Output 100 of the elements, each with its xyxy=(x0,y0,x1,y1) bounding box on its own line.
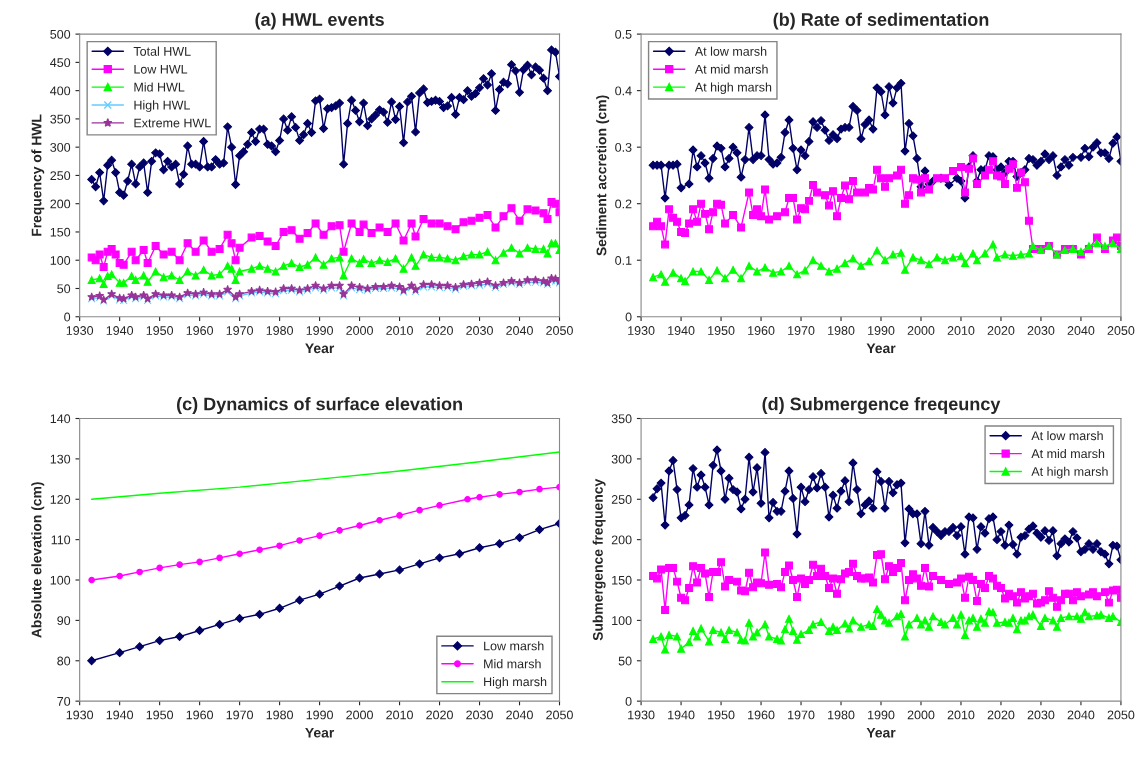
y-tick-label: 200 xyxy=(611,535,632,545)
x-tick-label: 2000 xyxy=(907,326,935,335)
x-tick-label: 1940 xyxy=(106,326,134,335)
x-tick-label: 1960 xyxy=(186,710,214,720)
x-tick-label: 1970 xyxy=(788,710,815,720)
legend-label: At high marsh xyxy=(694,82,772,95)
legend-label: Low HWL xyxy=(134,64,188,74)
y-tick-label: 0.3 xyxy=(615,142,632,152)
x-tick-label: 2030 xyxy=(466,326,493,335)
x-tick-label: 2050 xyxy=(546,710,573,720)
x-tick-label: 2010 xyxy=(947,710,975,720)
y-tick-label: 0.1 xyxy=(615,256,632,265)
x-tick-label: 2000 xyxy=(346,710,373,720)
y-axis-title: Absolute elevation (cm) xyxy=(31,482,45,638)
y-tick-label: 100 xyxy=(612,616,632,626)
x-tick-label: 2010 xyxy=(386,326,413,335)
x-axis-title: Year xyxy=(866,343,896,354)
legend-label: At low marsh xyxy=(1031,431,1103,441)
x-tick-label: 2050 xyxy=(1107,710,1135,720)
x-tick-label: 1930 xyxy=(66,326,94,335)
legend-label: Mid HWL xyxy=(134,82,185,92)
x-tick-label: 1970 xyxy=(226,710,254,720)
legend-label: Mid marsh xyxy=(484,659,541,669)
x-tick-label: 1970 xyxy=(226,326,254,335)
x-tick-label: 1980 xyxy=(828,710,855,720)
x-tick-label: 2000 xyxy=(346,326,373,335)
x-tick-label: 1980 xyxy=(266,326,294,335)
x-tick-label: 2020 xyxy=(987,326,1015,335)
legend-label: At low marsh xyxy=(694,46,767,56)
x-tick-label: 2010 xyxy=(386,710,413,720)
x-tick-label: 1930 xyxy=(628,710,655,720)
x-tick-label: 1950 xyxy=(708,326,735,335)
legend-label: Extreme HWL xyxy=(134,118,211,128)
y-tick-label: 100 xyxy=(50,575,71,585)
y-tick-label: 0.5 xyxy=(615,29,632,39)
y-tick-label: 450 xyxy=(50,58,71,68)
x-axis-title: Year xyxy=(305,727,335,738)
y-tick-label: 400 xyxy=(50,86,71,96)
x-tick-label: 1990 xyxy=(868,710,895,720)
y-tick-label: 50 xyxy=(57,284,71,294)
y-tick-label: 140 xyxy=(50,414,71,424)
x-tick-label: 2020 xyxy=(426,326,453,335)
x-tick-label: 2050 xyxy=(1107,326,1135,335)
legend-label: High HWL xyxy=(134,100,190,112)
y-tick-label: 0 xyxy=(64,312,71,322)
legend-label: At mid marsh xyxy=(1031,448,1105,459)
y-tick-label: 120 xyxy=(50,495,71,504)
y-tick-label: 150 xyxy=(612,575,632,585)
chart-title: (d) Submergence freqeuncy xyxy=(762,397,1001,414)
y-tick-label: 150 xyxy=(50,227,71,237)
legend-label: Low marsh xyxy=(484,641,544,651)
x-tick-label: 1960 xyxy=(748,710,775,720)
x-tick-label: 1950 xyxy=(146,710,174,720)
y-tick-label: 250 xyxy=(50,171,71,181)
chart-title: (c) Dynamics of surface elevation xyxy=(177,397,462,414)
x-tick-label: 2040 xyxy=(1067,326,1095,335)
y-tick-label: 0 xyxy=(625,696,632,706)
y-tick-label: 300 xyxy=(50,142,71,152)
x-tick-label: 1960 xyxy=(186,326,214,335)
chart-title: (b) Rate of sedimentation xyxy=(773,12,989,30)
x-tick-label: 2030 xyxy=(1027,710,1055,720)
legend-label: High marsh xyxy=(484,677,547,689)
x-tick-label: 1990 xyxy=(306,710,333,720)
y-tick-label: 250 xyxy=(611,495,632,504)
y-tick-label: 100 xyxy=(50,256,71,265)
y-tick-label: 50 xyxy=(618,656,632,666)
x-tick-label: 1930 xyxy=(628,326,655,335)
legend-label: Total HWL xyxy=(133,46,191,56)
y-tick-label: 500 xyxy=(50,29,71,39)
y-tick-label: 0.4 xyxy=(615,86,632,96)
y-tick-label: 110 xyxy=(51,535,71,545)
x-tick-label: 2000 xyxy=(907,710,935,720)
x-tick-label: 2040 xyxy=(506,710,533,720)
x-tick-label: 1970 xyxy=(788,326,815,335)
x-tick-label: 2050 xyxy=(546,326,573,335)
x-tick-label: 2040 xyxy=(1067,710,1095,720)
x-tick-label: 1990 xyxy=(306,326,333,335)
legend-label: At high marsh xyxy=(1031,466,1108,479)
x-tick-label: 2030 xyxy=(466,710,493,720)
x-tick-label: 1960 xyxy=(748,326,775,335)
y-tick-label: 130 xyxy=(50,454,71,464)
x-tick-label: 1940 xyxy=(106,710,134,720)
x-axis-title: Year xyxy=(305,343,335,354)
x-tick-label: 1950 xyxy=(146,326,174,335)
x-tick-label: 2020 xyxy=(426,710,453,720)
x-tick-label: 1940 xyxy=(668,710,695,720)
x-tick-label: 2010 xyxy=(947,326,975,335)
x-tick-label: 1950 xyxy=(708,710,735,720)
chart-title: (a) HWL events xyxy=(255,12,384,30)
x-tick-label: 1980 xyxy=(828,326,855,335)
x-tick-label: 2020 xyxy=(987,710,1015,720)
legend-label: At mid marsh xyxy=(694,64,768,74)
y-tick-label: 0 xyxy=(625,312,632,322)
y-tick-label: 80 xyxy=(57,656,71,666)
y-tick-label: 70 xyxy=(57,696,71,706)
x-axis-title: Year xyxy=(866,727,896,738)
x-tick-label: 1980 xyxy=(266,710,294,720)
y-tick-label: 350 xyxy=(611,414,632,424)
y-tick-label: 300 xyxy=(611,454,632,464)
x-tick-label: 1990 xyxy=(868,326,895,335)
